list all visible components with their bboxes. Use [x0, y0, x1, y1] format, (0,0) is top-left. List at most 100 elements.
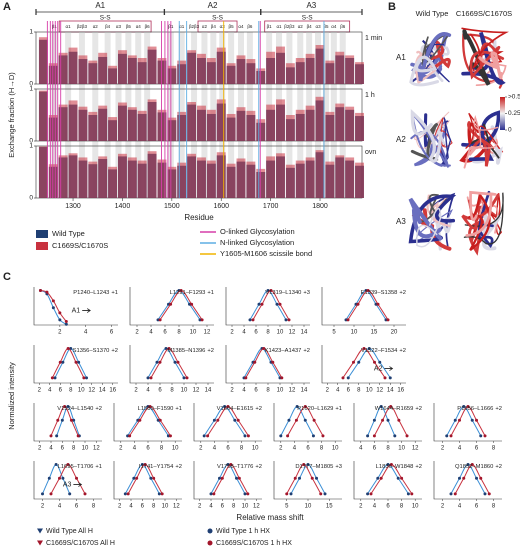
bar: [157, 58, 167, 84]
peptide-label: V1758–T1776 +2: [217, 464, 262, 470]
peptide-label: L1580–F1590 +1: [138, 406, 182, 412]
ribbon: [461, 110, 501, 162]
peptide-label: L1836–W1848 +2: [376, 464, 422, 470]
data-point: [275, 302, 279, 306]
x-tick-label: 6: [254, 388, 258, 394]
axes: [193, 403, 262, 442]
x-tick-label: 12: [376, 388, 383, 394]
data-point: [158, 360, 162, 364]
data-point: [295, 404, 299, 408]
x-tick-label: 4: [242, 388, 246, 394]
bar: [335, 103, 345, 141]
bar: [78, 55, 88, 84]
bar: [48, 164, 58, 198]
charge-state: +2: [303, 348, 310, 354]
y-axis-label: Exchange fraction (H→D): [7, 72, 16, 158]
data-point: [60, 418, 64, 422]
data-point: [63, 404, 67, 408]
bar: [355, 162, 364, 198]
x-tick-label: 14: [301, 388, 308, 394]
data-point: [229, 462, 233, 466]
ss-label: α2: [202, 24, 208, 29]
bar: [88, 111, 98, 141]
ss-label: β1: [52, 24, 58, 29]
data-point: [466, 404, 470, 408]
ss-label: α2: [93, 24, 99, 29]
x-tick-label: 1600: [213, 203, 229, 210]
legend-marker: [37, 540, 43, 546]
x-tick-label: 4: [209, 504, 213, 510]
data-point: [386, 418, 390, 422]
x-tick-label: 10: [172, 446, 179, 452]
data-point: [302, 462, 306, 466]
axes: [321, 287, 406, 326]
x-tick-label: 4: [336, 388, 340, 394]
bar: [345, 55, 355, 84]
legend-label: N-linked Glycosylation: [220, 238, 294, 247]
data-point: [82, 376, 86, 380]
data-point: [74, 360, 78, 364]
peptide-label: V1522–F1534 +2: [361, 348, 406, 354]
peptide-name: M1385–N1396: [167, 348, 205, 354]
x-tick-label: 8: [170, 388, 174, 394]
x-tick-label: 4: [49, 446, 53, 452]
x-tick-label: 8: [69, 388, 73, 394]
bar: [206, 58, 216, 84]
x-tick-label: 10: [412, 504, 419, 510]
data-point: [321, 434, 325, 438]
x-tick-label: 10: [351, 330, 358, 336]
bar: [345, 157, 355, 198]
x-tick-label: 20: [391, 330, 398, 336]
annotation-arrow: [73, 482, 83, 487]
panel-label: A: [3, 1, 11, 13]
data-point: [269, 288, 273, 292]
x-tick-label: 4: [133, 446, 137, 452]
x-tick-label: 1700: [263, 203, 279, 210]
x-tick-label: 8: [232, 504, 236, 510]
bar: [216, 47, 226, 84]
x-tick-label: 2: [38, 388, 42, 394]
peptide-name: W1644–R1659: [375, 406, 414, 412]
data-point: [372, 434, 376, 438]
ss-label: β4: [105, 24, 111, 29]
ribbon: [461, 27, 509, 70]
data-point: [169, 302, 173, 306]
ss-label: β6: [145, 24, 151, 29]
axes: [193, 461, 262, 500]
data-point: [38, 288, 42, 292]
data-point: [396, 476, 400, 480]
y-tick-label: 1: [29, 86, 33, 93]
y-tick-label: 1: [29, 29, 33, 36]
data-point: [76, 434, 80, 438]
data-point: [66, 404, 70, 408]
x-tick-label: 4: [458, 446, 462, 452]
data-point: [366, 434, 370, 438]
data-point: [352, 360, 355, 364]
data-point: [157, 492, 161, 496]
charge-state: +2: [399, 348, 406, 354]
fit-curve: [40, 289, 67, 322]
ribbon: [414, 50, 439, 85]
data-point: [188, 302, 191, 306]
x-tick-label: 2: [230, 330, 234, 336]
bar: [305, 53, 315, 84]
x-tick-label: 12: [289, 388, 296, 394]
x-tick-label: 10: [162, 504, 169, 510]
data-point: [56, 418, 60, 422]
ribbon: [467, 121, 491, 167]
x-tick-label: 4: [84, 330, 88, 336]
x-tick-label: 8: [72, 446, 76, 452]
data-point: [220, 476, 224, 480]
data-point: [379, 404, 383, 408]
bar: [325, 161, 335, 198]
peptide-name: V1604–E1615: [217, 406, 254, 412]
data-point: [487, 492, 491, 496]
peptide-label: M1385–N1396 +2: [167, 348, 214, 354]
data-point: [200, 318, 204, 322]
data-point: [483, 434, 487, 438]
bar: [197, 157, 206, 198]
charge-state: +2: [95, 406, 102, 412]
x-tick-label: 1500: [164, 203, 180, 210]
x-tick-label: 5: [285, 504, 289, 510]
x-tick-label: 4: [373, 504, 377, 510]
